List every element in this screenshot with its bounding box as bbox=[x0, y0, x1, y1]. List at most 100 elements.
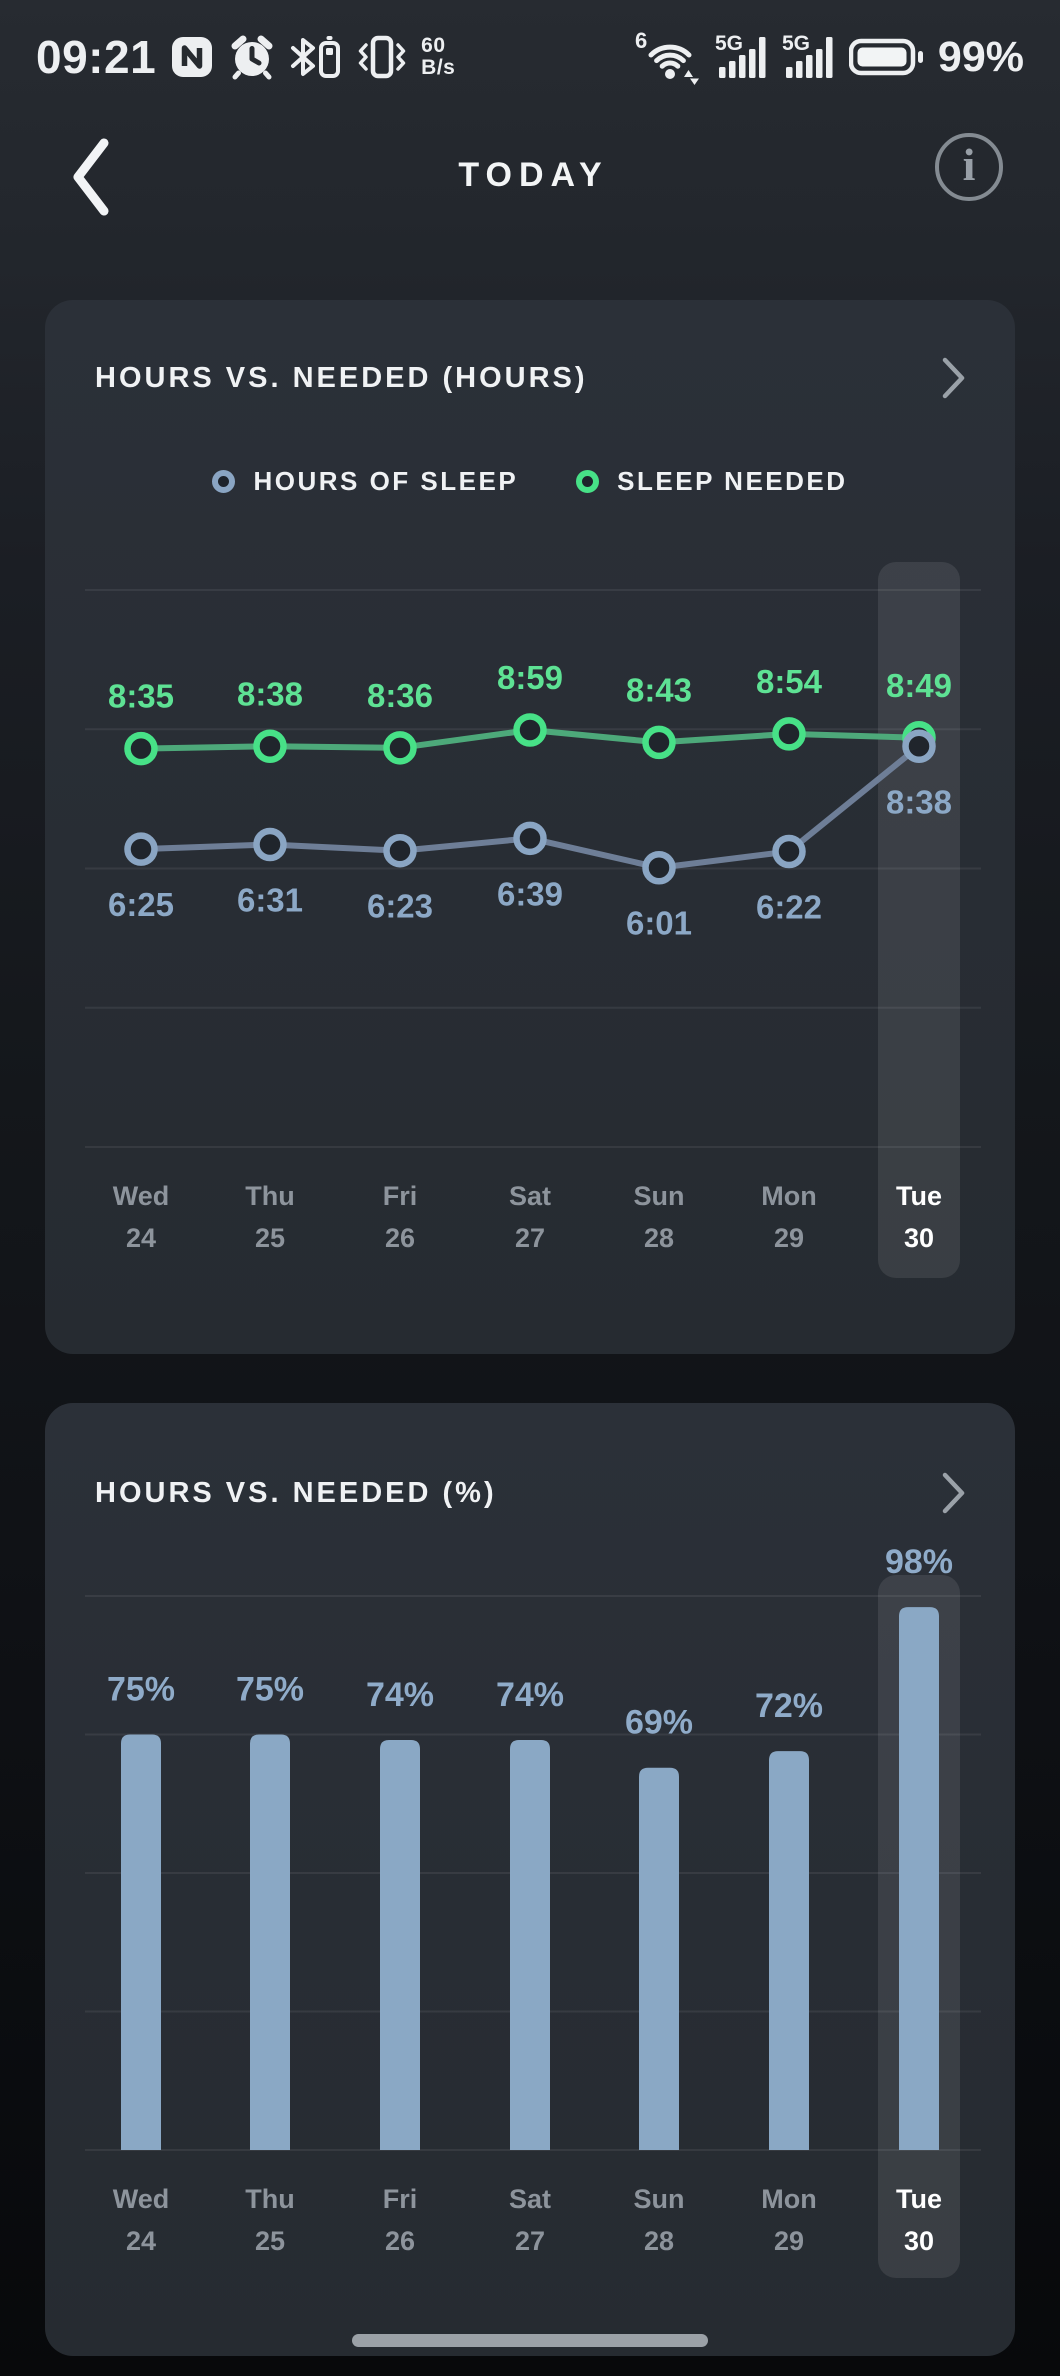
data-point[interactable] bbox=[513, 713, 547, 747]
value-label: 6:39 bbox=[497, 875, 563, 912]
legend-item-sleep-needed: SLEEP NEEDED bbox=[576, 466, 847, 497]
x-axis-date-label: 27 bbox=[515, 2226, 545, 2256]
status-bar: 09:21 bbox=[0, 0, 1060, 104]
bluetooth-battery-icon bbox=[291, 36, 341, 78]
clock-time: 09:21 bbox=[36, 31, 157, 83]
data-point[interactable] bbox=[772, 834, 806, 869]
percent-card-title: HOURS VS. NEEDED (%) bbox=[95, 1476, 497, 1509]
network-speed-value: 60 bbox=[421, 34, 446, 57]
x-axis-day-label: Thu bbox=[245, 2184, 294, 2214]
back-button[interactable] bbox=[62, 135, 118, 219]
header: TODAY i bbox=[0, 110, 1060, 240]
vibrate-icon bbox=[358, 35, 406, 79]
data-point[interactable] bbox=[253, 729, 287, 764]
nfc-icon bbox=[172, 37, 213, 77]
wifi-icon: 6 bbox=[635, 29, 699, 85]
data-point[interactable] bbox=[253, 827, 287, 862]
x-axis-day-label: Fri bbox=[383, 2184, 418, 2214]
x-axis-date-label: 25 bbox=[255, 2226, 285, 2256]
chart-legend: HOURS OF SLEEP SLEEP NEEDED bbox=[45, 466, 1015, 497]
value-label: 6:23 bbox=[367, 888, 433, 925]
hours-of-sleep-swatch-icon bbox=[212, 470, 236, 493]
percent-card-header[interactable]: HOURS VS. NEEDED (%) bbox=[95, 1465, 967, 1521]
x-axis-date-label: 25 bbox=[255, 1223, 285, 1253]
x-axis-day-label: Tue bbox=[896, 2184, 942, 2214]
data-point[interactable] bbox=[124, 731, 158, 766]
bar-value-label: 72% bbox=[755, 1687, 823, 1725]
info-button[interactable]: i bbox=[935, 133, 1003, 201]
value-label: 8:49 bbox=[886, 667, 952, 704]
battery-percent: 99% bbox=[937, 32, 1024, 81]
svg-text:5G: 5G bbox=[715, 33, 743, 55]
data-point[interactable] bbox=[383, 731, 417, 765]
x-axis-day-label: Sun bbox=[634, 2184, 685, 2214]
data-point[interactable] bbox=[513, 821, 547, 856]
value-label: 8:36 bbox=[367, 677, 433, 714]
data-point[interactable] bbox=[642, 725, 676, 760]
data-point[interactable] bbox=[124, 832, 158, 866]
x-axis-day-label: Tue bbox=[896, 1181, 942, 1211]
x-axis-date-label: 26 bbox=[385, 2226, 415, 2256]
network-speed-unit: B/s bbox=[421, 56, 456, 79]
svg-text:6: 6 bbox=[635, 29, 647, 53]
info-icon: i bbox=[962, 139, 976, 190]
bar[interactable] bbox=[121, 1734, 161, 2151]
data-point[interactable] bbox=[772, 717, 806, 751]
value-label: 8:38 bbox=[886, 783, 952, 820]
bar[interactable] bbox=[899, 1607, 939, 2150]
status-right: 6 5G 5G bbox=[634, 29, 1024, 85]
x-axis-day-label: Wed bbox=[113, 1181, 170, 1211]
x-axis-date-label: 29 bbox=[774, 1223, 804, 1253]
bar[interactable] bbox=[380, 1740, 420, 2150]
hours-card-header[interactable]: HOURS VS. NEEDED (HOURS) bbox=[95, 350, 967, 406]
x-axis-date-label: 28 bbox=[644, 1223, 674, 1253]
x-axis-day-label: Sat bbox=[509, 1181, 551, 1211]
bar[interactable] bbox=[639, 1767, 679, 2150]
x-axis-date-label: 28 bbox=[644, 2226, 674, 2256]
x-axis-day-label: Wed bbox=[113, 2184, 170, 2214]
sleep-needed-swatch-icon bbox=[576, 470, 600, 493]
selected-day-highlight bbox=[878, 562, 960, 1278]
value-label: 8:35 bbox=[108, 678, 174, 715]
value-label: 6:22 bbox=[756, 888, 822, 925]
legend-item-hours-of-sleep: HOURS OF SLEEP bbox=[212, 466, 518, 497]
bar-value-label: 74% bbox=[366, 1676, 434, 1714]
status-left: 09:21 bbox=[36, 30, 455, 84]
bar[interactable] bbox=[510, 1740, 550, 2150]
value-label: 8:54 bbox=[756, 663, 823, 700]
value-label: 6:01 bbox=[626, 905, 692, 942]
x-axis-day-label: Thu bbox=[245, 1181, 294, 1211]
x-axis-day-label: Sun bbox=[634, 1181, 685, 1211]
x-axis-date-label: 24 bbox=[126, 2226, 156, 2256]
chevron-left-icon bbox=[73, 138, 109, 216]
percent-bar-chart[interactable]: 75% 75% 74% 74% 69% 72% 98% Wed 24 Thu 25 Fri 26 Sat 2… bbox=[45, 1403, 1015, 2356]
x-axis-date-label: 26 bbox=[385, 1223, 415, 1253]
cellular-icon-1: 5G bbox=[715, 33, 766, 78]
bar-value-label: 98% bbox=[885, 1543, 953, 1581]
bar-value-label: 74% bbox=[496, 1676, 564, 1714]
value-label: 6:31 bbox=[237, 882, 303, 919]
bar-value-label: 69% bbox=[625, 1704, 693, 1742]
x-axis-date-label: 30 bbox=[904, 1223, 934, 1253]
chevron-right-icon bbox=[942, 357, 965, 399]
hours-line-chart[interactable]: 6:25 6:31 6:23 6:39 6:01 6:22 8:38 8:35 8:38 8:36… bbox=[45, 300, 1015, 1354]
alarm-icon bbox=[231, 35, 273, 80]
bar-value-label: 75% bbox=[107, 1671, 175, 1709]
bar[interactable] bbox=[769, 1751, 809, 2150]
hours-card-title: HOURS VS. NEEDED (HOURS) bbox=[95, 361, 588, 394]
value-label: 8:38 bbox=[237, 675, 303, 712]
value-label: 8:43 bbox=[626, 671, 692, 708]
x-axis-date-label: 29 bbox=[774, 2226, 804, 2256]
data-point[interactable] bbox=[902, 729, 936, 764]
svg-text:5G: 5G bbox=[782, 33, 810, 55]
legend-label: SLEEP NEEDED bbox=[617, 466, 848, 496]
x-axis-day-label: Mon bbox=[761, 1181, 816, 1211]
x-axis-date-label: 30 bbox=[904, 2226, 934, 2256]
data-point[interactable] bbox=[383, 833, 417, 868]
battery-icon bbox=[848, 38, 923, 76]
bar[interactable] bbox=[250, 1734, 290, 2151]
data-point[interactable] bbox=[642, 850, 676, 885]
x-axis-day-label: Mon bbox=[761, 2184, 816, 2214]
home-indicator[interactable] bbox=[352, 2334, 708, 2347]
